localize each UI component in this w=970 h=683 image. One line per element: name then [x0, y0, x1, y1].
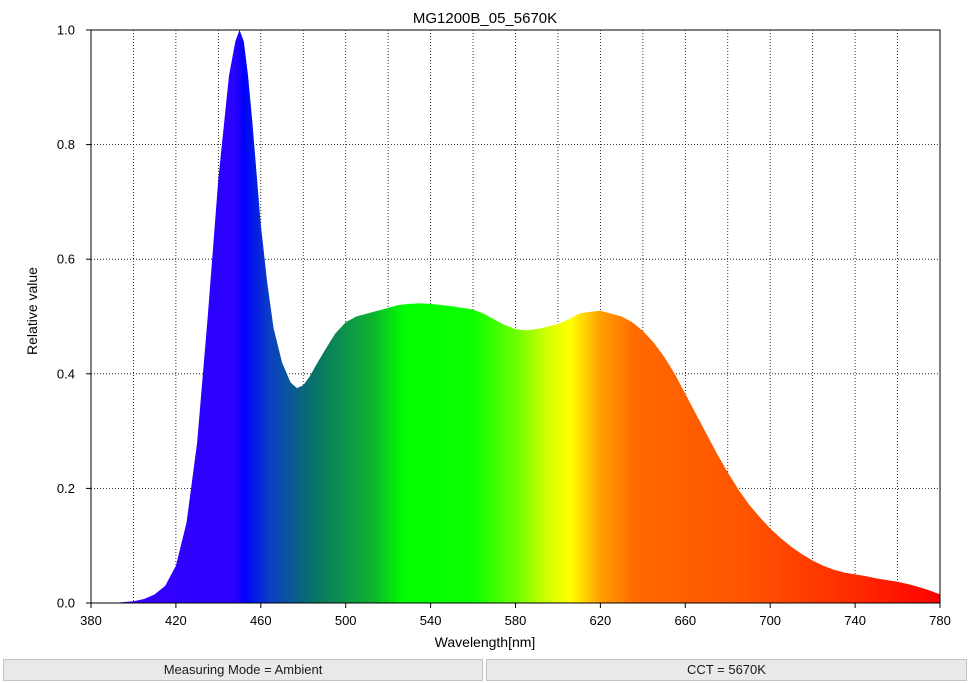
chart-title: MG1200B_05_5670K	[413, 10, 557, 27]
y-tick-label: 0.0	[57, 596, 75, 611]
spectrum-area	[91, 30, 940, 603]
x-tick-label: 460	[250, 613, 272, 628]
x-tick-label: 580	[505, 613, 527, 628]
x-tick-label: 540	[420, 613, 442, 628]
cct-status: CCT = 5670K	[486, 659, 967, 681]
x-tick-label: 780	[929, 613, 951, 628]
status-bar: Measuring Mode = Ambient CCT = 5670K	[0, 658, 970, 683]
axes	[86, 29, 941, 608]
spectrum-chart: MG1200B_05_5670K 380 420 460 500 540 580 620 66…	[24, 10, 951, 650]
spectrum-area-layer	[91, 30, 940, 603]
x-tick-label: 420	[165, 613, 187, 628]
x-tick-label: 740	[844, 613, 866, 628]
x-axis-label: Wavelength[nm]	[435, 634, 536, 650]
y-tick-label: 0.2	[57, 481, 75, 496]
y-tick-label: 0.6	[57, 252, 75, 267]
measuring-mode-status: Measuring Mode = Ambient	[3, 659, 483, 681]
y-tick-label: 0.8	[57, 137, 75, 152]
x-tick-label: 660	[674, 613, 696, 628]
y-tick-label: 0.4	[57, 366, 75, 381]
y-tick-labels: 0.0 0.2 0.4 0.6 0.8 1.0	[57, 23, 75, 611]
x-tick-labels: 380 420 460 500 540 580 620 660 700 740 780	[80, 613, 951, 628]
y-axis-label: Relative value	[24, 267, 40, 355]
x-tick-label: 500	[335, 613, 357, 628]
x-tick-label: 700	[759, 613, 781, 628]
x-tick-label: 380	[80, 613, 102, 628]
x-tick-label: 620	[590, 613, 612, 628]
y-tick-label: 1.0	[57, 23, 75, 38]
